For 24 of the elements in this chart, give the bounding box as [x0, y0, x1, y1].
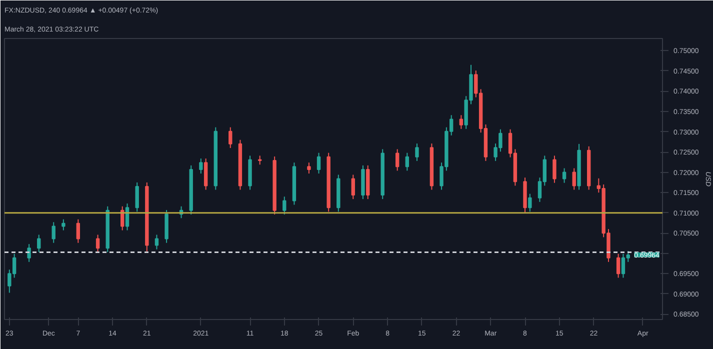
candlestick: [52, 222, 56, 244]
candlestick: [37, 234, 41, 253]
candlestick: [62, 218, 66, 231]
candlestick: [204, 158, 208, 190]
candlestick: [351, 174, 355, 200]
candlestick: [562, 168, 566, 184]
candlestick: [572, 168, 576, 190]
candlestick: [76, 218, 80, 244]
candlestick: [96, 234, 100, 253]
candlestick: [552, 155, 556, 184]
candlestick: [616, 253, 620, 278]
candlestick: [228, 126, 232, 148]
candlestick: [27, 244, 31, 262]
candlestick: [135, 182, 139, 212]
candlestick: [199, 158, 203, 174]
candlestick: [395, 148, 400, 172]
candlestick: [154, 234, 159, 250]
candlestick: [282, 196, 286, 215]
candlestick: [528, 193, 532, 212]
candlestick: [307, 162, 311, 174]
candlestick: [415, 143, 419, 162]
candlestick: [316, 152, 321, 174]
candlestick: [405, 152, 410, 172]
candlestick: [459, 114, 464, 130]
